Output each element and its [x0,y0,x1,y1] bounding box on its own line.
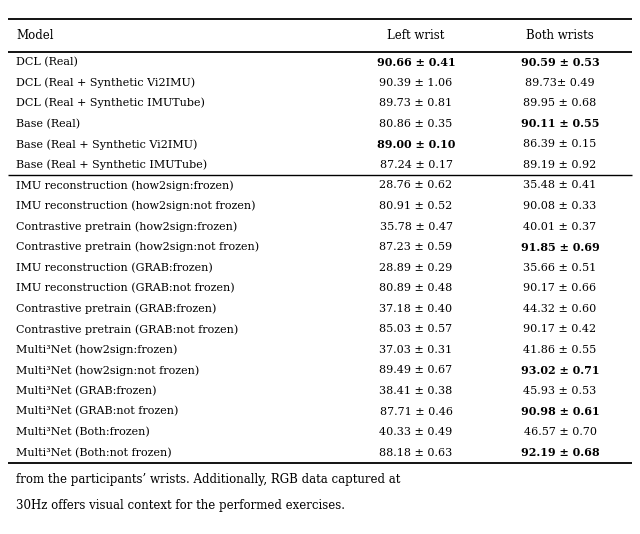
Text: Model: Model [16,29,54,42]
Text: Multi³Net (how2sign:not frozen): Multi³Net (how2sign:not frozen) [16,365,199,376]
Text: 86.39 ± 0.15: 86.39 ± 0.15 [524,139,596,150]
Text: 80.89 ± 0.48: 80.89 ± 0.48 [380,283,452,293]
Text: 93.02 ± 0.71: 93.02 ± 0.71 [521,365,599,376]
Text: 37.03 ± 0.31: 37.03 ± 0.31 [380,345,452,355]
Text: 45.93 ± 0.53: 45.93 ± 0.53 [524,386,596,396]
Text: DCL (Real + Synthetic IMUTube): DCL (Real + Synthetic IMUTube) [16,98,205,108]
Text: Multi³Net (GRAB:not frozen): Multi³Net (GRAB:not frozen) [16,406,179,417]
Text: 35.48 ± 0.41: 35.48 ± 0.41 [524,180,596,191]
Text: 89.19 ± 0.92: 89.19 ± 0.92 [524,160,596,170]
Text: 90.39 ± 1.06: 90.39 ± 1.06 [380,77,452,88]
Text: 90.66 ± 0.41: 90.66 ± 0.41 [377,57,455,68]
Text: Contrastive pretrain (how2sign:frozen): Contrastive pretrain (how2sign:frozen) [16,221,237,232]
Text: 89.00 ± 0.10: 89.00 ± 0.10 [377,139,455,150]
Text: 87.23 ± 0.59: 87.23 ± 0.59 [380,242,452,252]
Text: from the participants’ wrists. Additionally, RGB data captured at: from the participants’ wrists. Additiona… [16,473,401,485]
Text: 35.78 ± 0.47: 35.78 ± 0.47 [380,222,452,232]
Text: IMU reconstruction (how2sign:not frozen): IMU reconstruction (how2sign:not frozen) [16,201,255,211]
Text: 85.03 ± 0.57: 85.03 ± 0.57 [380,324,452,334]
Text: Multi³Net (how2sign:frozen): Multi³Net (how2sign:frozen) [16,344,177,355]
Text: 80.86 ± 0.35: 80.86 ± 0.35 [380,119,452,129]
Text: 92.19 ± 0.68: 92.19 ± 0.68 [521,447,599,458]
Text: 88.18 ± 0.63: 88.18 ± 0.63 [380,447,452,458]
Text: 90.98 ± 0.61: 90.98 ± 0.61 [521,406,599,417]
Text: 30Hz offers visual context for the performed exercises.: 30Hz offers visual context for the perfo… [16,499,345,512]
Text: 40.33 ± 0.49: 40.33 ± 0.49 [380,427,452,437]
Text: Multi³Net (Both:frozen): Multi³Net (Both:frozen) [16,427,150,437]
Text: 87.24 ± 0.17: 87.24 ± 0.17 [380,160,452,170]
Text: IMU reconstruction (GRAB:not frozen): IMU reconstruction (GRAB:not frozen) [16,283,235,293]
Text: 89.95 ± 0.68: 89.95 ± 0.68 [524,98,596,108]
Text: 89.73 ± 0.81: 89.73 ± 0.81 [380,98,452,108]
Text: Multi³Net (Both:not frozen): Multi³Net (Both:not frozen) [16,447,172,458]
Text: Both wrists: Both wrists [526,29,594,42]
Text: DCL (Real): DCL (Real) [16,57,78,67]
Text: 37.18 ± 0.40: 37.18 ± 0.40 [380,304,452,314]
Text: Base (Real + Synthetic IMUTube): Base (Real + Synthetic IMUTube) [16,160,207,170]
Text: 46.57 ± 0.70: 46.57 ± 0.70 [524,427,596,437]
Text: 90.59 ± 0.53: 90.59 ± 0.53 [520,57,600,68]
Text: DCL (Real + Synthetic Vi2IMU): DCL (Real + Synthetic Vi2IMU) [16,77,195,88]
Text: 91.85 ± 0.69: 91.85 ± 0.69 [520,241,600,253]
Text: 28.76 ± 0.62: 28.76 ± 0.62 [380,180,452,191]
Text: 90.08 ± 0.33: 90.08 ± 0.33 [524,201,596,211]
Text: Multi³Net (GRAB:frozen): Multi³Net (GRAB:frozen) [16,386,157,396]
Text: 90.11 ± 0.55: 90.11 ± 0.55 [521,118,599,129]
Text: 28.89 ± 0.29: 28.89 ± 0.29 [380,263,452,273]
Text: Contrastive pretrain (how2sign:not frozen): Contrastive pretrain (how2sign:not froze… [16,242,259,253]
Text: 89.73± 0.49: 89.73± 0.49 [525,77,595,88]
Text: 41.86 ± 0.55: 41.86 ± 0.55 [524,345,596,355]
Text: Left wrist: Left wrist [387,29,445,42]
Text: IMU reconstruction (how2sign:frozen): IMU reconstruction (how2sign:frozen) [16,180,234,191]
Text: 44.32 ± 0.60: 44.32 ± 0.60 [524,304,596,314]
Text: 90.17 ± 0.66: 90.17 ± 0.66 [524,283,596,293]
Text: Contrastive pretrain (GRAB:not frozen): Contrastive pretrain (GRAB:not frozen) [16,324,238,335]
Text: Contrastive pretrain (GRAB:frozen): Contrastive pretrain (GRAB:frozen) [16,303,216,314]
Text: 35.66 ± 0.51: 35.66 ± 0.51 [524,263,596,273]
Text: Base (Real + Synthetic Vi2IMU): Base (Real + Synthetic Vi2IMU) [16,139,197,150]
Text: Base (Real): Base (Real) [16,119,80,129]
Text: 80.91 ± 0.52: 80.91 ± 0.52 [380,201,452,211]
Text: 40.01 ± 0.37: 40.01 ± 0.37 [524,222,596,232]
Text: IMU reconstruction (GRAB:frozen): IMU reconstruction (GRAB:frozen) [16,263,212,273]
Text: 89.49 ± 0.67: 89.49 ± 0.67 [380,365,452,375]
Text: 90.17 ± 0.42: 90.17 ± 0.42 [524,324,596,334]
Text: 87.71 ± 0.46: 87.71 ± 0.46 [380,406,452,417]
Text: 38.41 ± 0.38: 38.41 ± 0.38 [380,386,452,396]
